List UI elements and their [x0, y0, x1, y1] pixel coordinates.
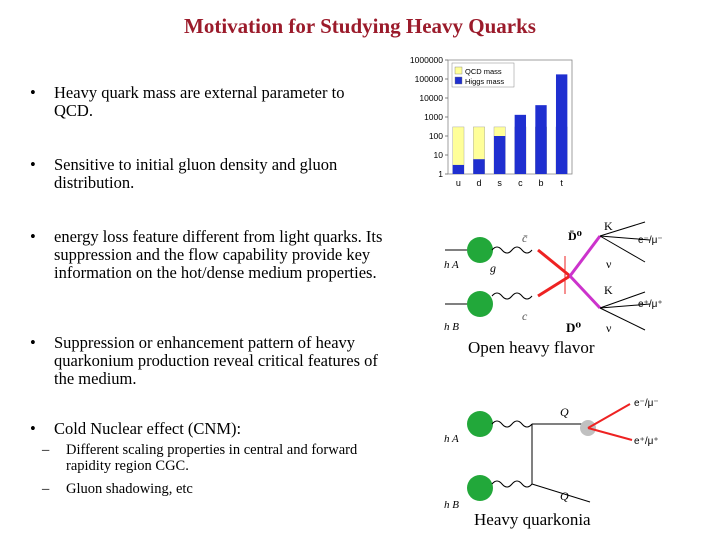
neutrino-bottom-line: [599, 307, 646, 331]
y-tick-label: 100: [429, 131, 443, 141]
gluon-b: [491, 480, 533, 488]
heavy-quarkonia-diagram: h A h B Q Q e⁻/μ⁻ e⁺/μ⁺: [444, 398, 659, 511]
x-tick-label: d: [476, 178, 481, 188]
bar-higgs-mass: [555, 74, 568, 174]
bar-higgs-mass: [493, 136, 506, 174]
sub-text: Different scaling properties in central …: [66, 442, 358, 474]
neutrino-top-line: [599, 235, 646, 263]
q-bottom-line: [531, 483, 591, 503]
lepton-plus-label: e⁺/μ⁺: [638, 299, 663, 310]
bar-higgs-mass: [473, 159, 485, 174]
q-bottom-label: Q: [560, 489, 569, 503]
lepton-bottom-line: [599, 303, 651, 309]
bullet-dot: •: [30, 419, 36, 438]
sub-dash: –: [42, 442, 50, 458]
legend-swatch: [454, 66, 463, 75]
bullet-text: Suppression or enhancement pattern of he…: [54, 333, 378, 388]
hB-label: h B: [444, 321, 459, 333]
y-tick-label: 1000: [424, 112, 443, 122]
heavy-quarkonia-caption: Heavy quarkonia: [474, 510, 591, 529]
cbar-label: c̄: [522, 231, 528, 245]
c-label: c: [522, 309, 528, 323]
hA-label: h A: [444, 433, 459, 445]
x-tick-label: t: [560, 178, 563, 188]
d0-line: [568, 274, 602, 310]
lepton-minus-label: e⁻/μ⁻: [638, 235, 663, 246]
open-heavy-flavor-diagram: h A h B g c̄ c D̄⁰ D⁰ K K ν ν e⁻/μ⁻ e⁺/μ…: [444, 219, 663, 335]
legend-swatch: [454, 76, 463, 85]
gluon-a: [491, 246, 533, 254]
x-tick-label: u: [456, 178, 461, 188]
bar-higgs-mass: [514, 114, 527, 174]
neutrino-top-label: ν: [606, 257, 612, 271]
q-top-label: Q: [560, 405, 569, 419]
y-tick-label: 100000: [415, 74, 444, 84]
x-tick-label: s: [497, 178, 502, 188]
legend-label: QCD mass: [465, 67, 502, 76]
open-heavy-flavor-caption: Open heavy flavor: [468, 338, 595, 357]
kaon-top-label: K: [604, 219, 613, 233]
bullet-text: Sensitive to initial gluon density and g…: [54, 155, 338, 192]
y-tick-label: 10: [434, 150, 444, 160]
bar-higgs-mass: [535, 105, 547, 174]
legend-label: Higgs mass: [465, 77, 504, 86]
hB-label: h B: [444, 499, 459, 511]
lepton-top-line: [599, 235, 651, 241]
legend-box: [451, 62, 515, 88]
kaon-bottom-line: [599, 291, 646, 309]
x-tick-label: c: [518, 178, 523, 188]
gluon-label: g: [490, 261, 496, 275]
bullet-dot: •: [30, 227, 36, 246]
bullet-text: Heavy quark mass are external parameter …: [54, 83, 345, 120]
sub-dash: –: [42, 481, 50, 497]
hadron-b-blob: [467, 291, 493, 317]
hA-label: h A: [444, 259, 459, 271]
lepton-plus-line: [587, 427, 633, 441]
neutrino-bottom-label: ν: [606, 321, 612, 335]
quark-mass-chart: 1000000 100000 10000 1000 100 10 1 u d s c b t QCD ma…: [410, 55, 573, 188]
bullet-text: Cold Nuclear effect (CNM):: [54, 419, 242, 438]
y-tick-label: 1: [438, 169, 443, 179]
kaon-top-line: [599, 221, 646, 237]
x-tick-label: b: [538, 178, 543, 188]
gluon-b: [491, 292, 533, 300]
y-tick-label: 1000000: [410, 55, 443, 65]
gluon-a: [491, 420, 533, 428]
bullet-dot: •: [30, 83, 36, 102]
lepton-plus-label: e⁺/μ⁺: [634, 436, 659, 447]
hadron-a-blob: [467, 237, 493, 263]
dbar-label: D̄⁰: [568, 229, 582, 243]
hadron-a-blob: [467, 411, 493, 437]
d0-label: D⁰: [566, 320, 581, 335]
bullet-dot: •: [30, 155, 36, 174]
y-tick-label: 10000: [419, 93, 443, 103]
sub-text: Gluon shadowing, etc: [66, 481, 193, 497]
page-title: Motivation for Studying Heavy Quarks: [184, 14, 536, 38]
dbar-line: [568, 235, 602, 277]
lepton-minus-line: [587, 403, 631, 429]
hadron-b-blob: [467, 475, 493, 501]
lepton-minus-label: e⁻/μ⁻: [634, 398, 659, 409]
bar-higgs-mass: [452, 164, 465, 174]
bullet-text: energy loss feature different from light…: [54, 227, 383, 282]
kaon-bottom-label: K: [604, 283, 613, 297]
bullet-dot: •: [30, 333, 36, 352]
